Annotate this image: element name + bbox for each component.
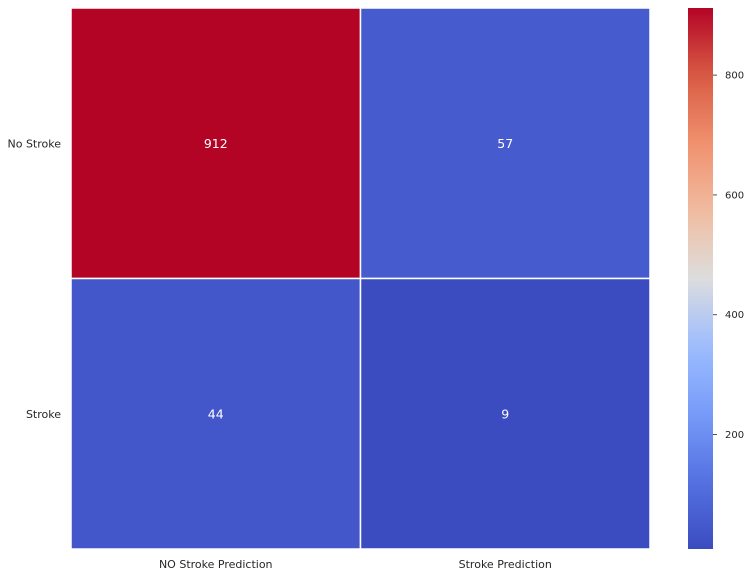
colorbar-tick-label-0: 200 bbox=[725, 430, 744, 441]
heatmap-cell-1-0 bbox=[70, 277, 362, 550]
colorbar-tick-label-1: 400 bbox=[725, 310, 744, 321]
cell-value-label-0-0: 912 bbox=[204, 136, 228, 151]
y-axis: No Stroke Stroke bbox=[7, 137, 61, 421]
colorbar-tick-label-2: 600 bbox=[725, 190, 744, 201]
colorbar: 200 400 600 800 bbox=[688, 8, 744, 549]
cell-value-label-1-1: 9 bbox=[501, 406, 509, 421]
x-tick-label-0: NO Stroke Prediction bbox=[159, 558, 273, 571]
heatmap-cell-0-1 bbox=[359, 7, 651, 280]
heatmap-cell-1-1 bbox=[359, 277, 651, 550]
y-tick-label-1: Stroke bbox=[26, 408, 61, 421]
cell-value-label-0-1: 57 bbox=[497, 136, 513, 151]
y-tick-label-0: No Stroke bbox=[7, 137, 61, 150]
colorbar-gradient bbox=[688, 8, 713, 549]
cells-layer bbox=[70, 7, 651, 550]
heatmap-cell-0-0 bbox=[70, 7, 362, 280]
cell-annotations: 912 57 44 9 bbox=[204, 136, 513, 422]
colorbar-tick-label-3: 800 bbox=[725, 71, 744, 82]
x-axis: NO Stroke Prediction Stroke Prediction bbox=[159, 558, 552, 571]
cell-value-label-1-0: 44 bbox=[208, 406, 224, 421]
x-tick-label-1: Stroke Prediction bbox=[459, 558, 552, 571]
